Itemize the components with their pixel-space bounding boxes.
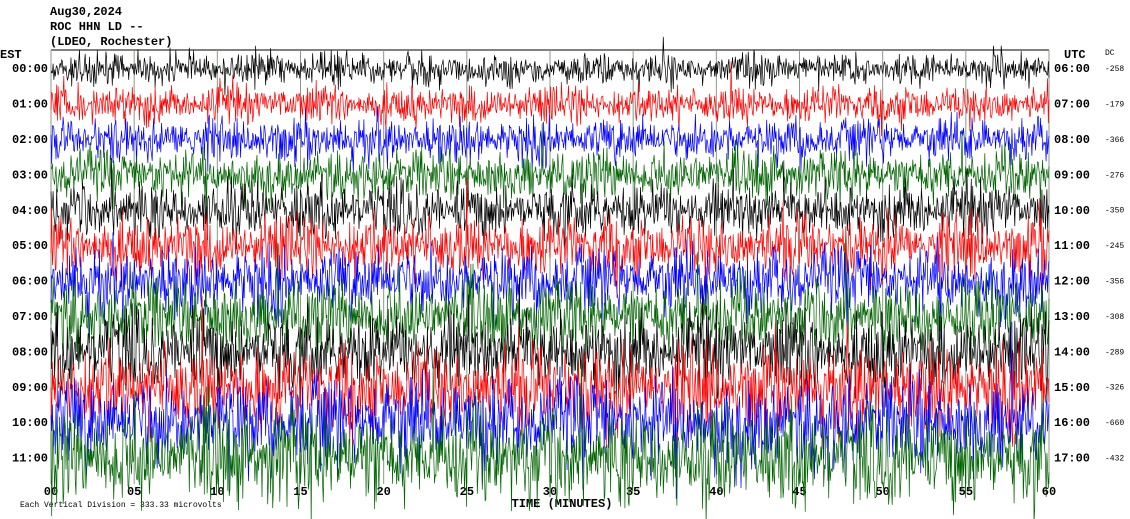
utc-label: 11:00 <box>1054 239 1090 253</box>
dc-label: -326 <box>1105 384 1124 393</box>
utc-label: 09:00 <box>1054 168 1090 182</box>
trace <box>50 61 1050 137</box>
est-label: 07:00 <box>12 310 48 324</box>
utc-label: 10:00 <box>1054 204 1090 218</box>
right-header: UTC <box>1064 48 1086 62</box>
x-tick-label: 50 <box>875 485 889 499</box>
utc-label: 07:00 <box>1054 98 1090 112</box>
traces <box>50 36 1050 519</box>
est-label: 05:00 <box>12 239 48 253</box>
trace <box>50 321 1050 499</box>
dc-label: -356 <box>1105 278 1124 287</box>
x-tick-label: 15 <box>293 485 307 499</box>
est-label: 04:00 <box>12 204 48 218</box>
dc-header: DC <box>1105 49 1115 58</box>
dc-label: -276 <box>1105 171 1124 180</box>
trace <box>50 106 1050 174</box>
est-label: 09:00 <box>12 381 48 395</box>
utc-label: 17:00 <box>1054 452 1090 466</box>
trace <box>50 36 1050 96</box>
utc-label: 16:00 <box>1054 416 1090 430</box>
trace <box>50 232 1050 340</box>
utc-label: 14:00 <box>1054 345 1090 359</box>
title-line: Aug30,2024 <box>50 5 122 19</box>
est-label: 10:00 <box>12 416 48 430</box>
utc-label: 06:00 <box>1054 62 1090 76</box>
x-tick-label: 45 <box>792 485 806 499</box>
utc-label: 13:00 <box>1054 310 1090 324</box>
est-label: 01:00 <box>12 98 48 112</box>
trace <box>50 123 1050 215</box>
x-tick-label: 05 <box>127 485 141 499</box>
x-tick-label: 60 <box>1042 485 1056 499</box>
utc-label: 08:00 <box>1054 133 1090 147</box>
est-label: 06:00 <box>12 275 48 289</box>
dc-label: -308 <box>1105 313 1124 322</box>
dc-label: -432 <box>1105 455 1124 464</box>
title-line: (LDEO, Rochester) <box>50 35 172 49</box>
trace <box>50 360 1050 519</box>
x-tick-label: 20 <box>376 485 390 499</box>
dc-label: -245 <box>1105 242 1124 251</box>
x-tick-label: 40 <box>709 485 723 499</box>
x-axis-label: TIME (MINUTES) <box>512 497 613 511</box>
dc-label: -366 <box>1105 136 1124 145</box>
est-label: 03:00 <box>12 168 48 182</box>
est-label: 00:00 <box>12 62 48 76</box>
est-label: 11:00 <box>12 452 48 466</box>
dc-label: -350 <box>1105 207 1124 216</box>
dc-label: -660 <box>1105 419 1124 428</box>
est-label: 08:00 <box>12 345 48 359</box>
utc-label: 12:00 <box>1054 275 1090 289</box>
left-header: EST <box>0 48 22 62</box>
x-tick-label: 10 <box>210 485 224 499</box>
trace <box>50 157 1050 250</box>
utc-label: 15:00 <box>1054 381 1090 395</box>
trace <box>50 277 1050 408</box>
title-line: ROC HHN LD -- <box>50 20 144 34</box>
footer: Each Vertical Division = 333.33 microvol… <box>20 501 222 510</box>
dc-label: -179 <box>1105 101 1124 110</box>
est-label: 02:00 <box>12 133 48 147</box>
dc-label: -289 <box>1105 348 1124 357</box>
dc-label: -258 <box>1105 65 1124 74</box>
trace <box>50 177 1050 299</box>
